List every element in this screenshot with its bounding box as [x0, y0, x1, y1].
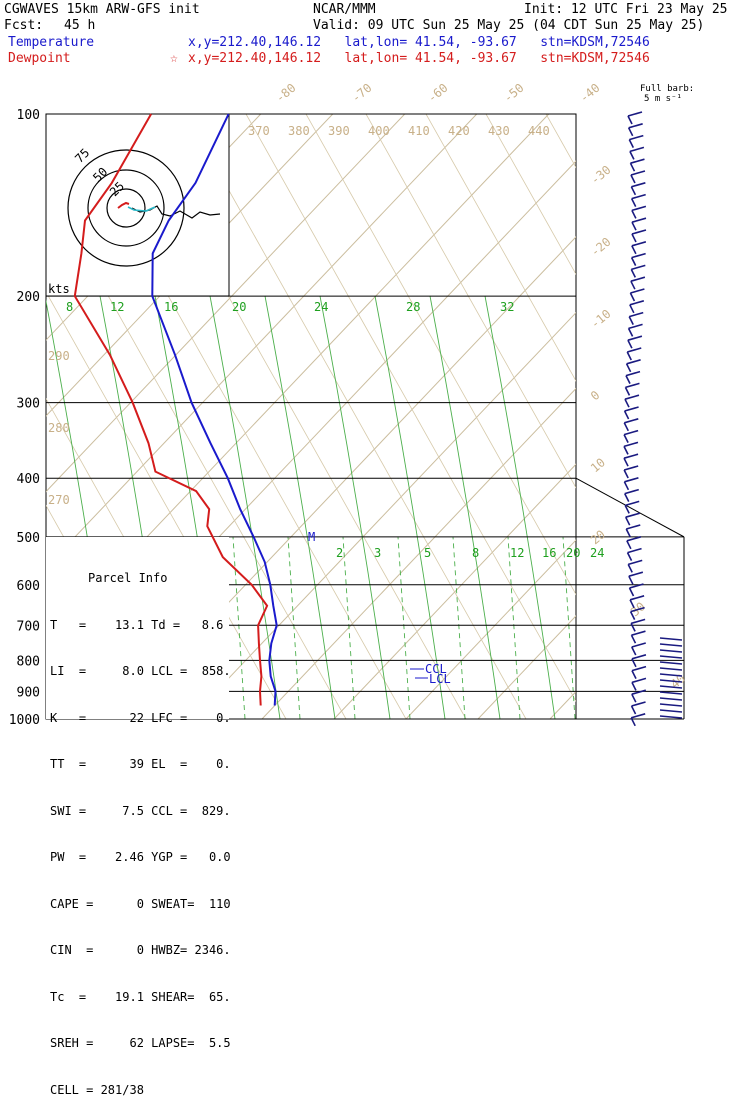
mixing-ratio-label: 8 [66, 300, 73, 314]
theta-label: 270 [48, 493, 70, 507]
mixing-ratio-label: 12 [510, 546, 524, 560]
m-marker: M [308, 530, 315, 544]
parcel-info-title: Parcel Info [88, 571, 168, 585]
mixing-ratio-label: 32 [500, 300, 514, 314]
isotherm-label: -20 [588, 235, 614, 260]
theta-e-label: 430 [488, 124, 510, 138]
isotherm-label: 0 [588, 388, 603, 403]
isotherm-label: 10 [588, 455, 608, 475]
pressure-label: 800 [17, 654, 40, 669]
parcel-row-10: SREH = 62 LAPSE= 5.5 [50, 1036, 231, 1050]
mixing-ratio-label: 5 [424, 546, 431, 560]
theta-e-label: 440 [528, 124, 550, 138]
barb-legend-line2: 5 m s⁻¹ [644, 94, 682, 104]
isotherm-label: -60 [425, 81, 451, 106]
hodo-units: kts [48, 282, 70, 296]
init-time: Init: 12 UTC Fri 23 May 25 [524, 2, 728, 17]
isotherm-label: -10 [588, 307, 614, 332]
pressure-labels: 100 200 300 400 500 600 700 800 900 1000 [9, 108, 40, 728]
temperature-legend: Temperature [8, 35, 95, 50]
pressure-label: 900 [17, 685, 40, 700]
isotherm-label: -50 [501, 81, 527, 106]
mixing-ratio-label: 28 [406, 300, 420, 314]
theta-e-label: 370 [248, 124, 270, 138]
model-title: CGWAVES 15km ARW-GFS init [4, 2, 200, 17]
dewpoint-marker-icon: ☆ [170, 51, 178, 66]
barb-legend-line1: Full barb: [640, 84, 695, 94]
theta-e-label: 400 [368, 124, 390, 138]
parcel-row-5: SWI = 7.5 CCL = 829. [50, 803, 231, 818]
temperature-location: x,y=212.40,146.12 lat,lon= 41.54, -93.67… [188, 35, 650, 50]
parcel-row-1: T = 13.1 Td = 8.6 [50, 617, 224, 632]
theta-e-label: 410 [408, 124, 430, 138]
mixing-ratio-label: 24 [590, 546, 604, 560]
parcel-row-3: K = 22 LFC = 0. [50, 710, 231, 725]
forecast-hour: 45 h [64, 18, 96, 33]
isotherm-label: -80 [273, 81, 299, 106]
pressure-label: 700 [17, 619, 40, 634]
valid-time: Valid: 09 UTC Sun 25 May 25 (04 CDT Sun … [313, 18, 705, 33]
dewpoint-line [73, 113, 269, 706]
dewpoint-legend: Dewpoint [8, 51, 71, 66]
pressure-label: 1000 [9, 713, 40, 728]
parcel-row-4: TT = 39 EL = 0. [50, 757, 231, 771]
theta-e-label: 380 [288, 124, 310, 138]
pressure-label: 400 [17, 472, 40, 487]
mixing-ratio-label: 8 [472, 546, 479, 560]
mixing-ratio-label: 20 [566, 546, 580, 560]
wind-barbs [623, 111, 683, 727]
mixing-ratio-label: 16 [542, 546, 556, 560]
parcel-row-2: LI = 8.0 LCL = 858. [50, 664, 231, 678]
mixing-ratio-label: 3 [374, 546, 381, 560]
dewpoint-location: x,y=212.40,146.12 lat,lon= 41.54, -93.67… [188, 51, 650, 66]
temperature-line [151, 113, 278, 706]
hodo-trace-red [117, 201, 130, 209]
pressure-label: 500 [17, 531, 40, 546]
mixing-ratio-label: 20 [232, 300, 246, 314]
mixing-ratio-label: 24 [314, 300, 328, 314]
parcel-info: Parcel Info T = 13.1 Td = 8.6 LI = 8.0 L… [50, 540, 290, 1114]
parcel-row-6: PW = 2.46 YGP = 0.0 [50, 850, 231, 864]
hodograph: 75 50 25 kts [45, 113, 230, 297]
parcel-row-7: CAPE = 0 SWEAT= 110 [50, 896, 231, 911]
pressure-label: 600 [17, 579, 40, 594]
lcl-label: LCL [429, 672, 451, 686]
ccl-label: CCL [425, 662, 447, 676]
forecast-label: Fcst: [4, 18, 44, 33]
theta-label: 290 [48, 349, 70, 363]
theta-label: 280 [48, 421, 70, 435]
parcel-row-9: Tc = 19.1 SHEAR= 65. [50, 989, 231, 1004]
isotherm-label: -30 [588, 163, 614, 188]
isotherm-label: -40 [577, 81, 603, 106]
parcel-info-box [46, 537, 229, 719]
parcel-row-8: CIN = 0 HWBZ= 2346. [50, 943, 231, 957]
parcel-row-11: CELL = 281/38 [50, 1082, 144, 1097]
isotherm-label: -70 [349, 81, 375, 106]
mixing-ratio-label: 12 [110, 300, 124, 314]
pressure-label: 200 [17, 290, 40, 305]
pressure-label: 300 [17, 397, 40, 412]
pressure-label: 100 [17, 108, 40, 123]
org-label: NCAR/MMM [313, 2, 376, 17]
mixing-ratio-label: 2 [336, 546, 343, 560]
isotherm-label: 20 [588, 527, 608, 547]
theta-e-label: 420 [448, 124, 470, 138]
hodo-trace-cyan [127, 206, 156, 212]
theta-e-label: 390 [328, 124, 350, 138]
mixing-ratio-label: 16 [164, 300, 178, 314]
